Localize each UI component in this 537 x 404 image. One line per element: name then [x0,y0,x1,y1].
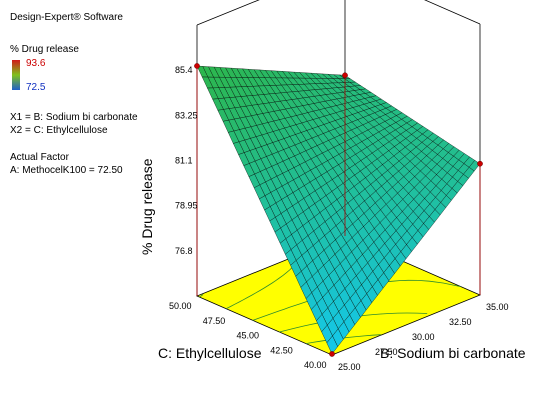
response-name: % Drug release [10,44,79,55]
design-point [342,72,348,79]
design-point [194,63,200,69]
x-axis-label: B: Sodium bi carbonate [380,345,526,361]
y-tick-label: 40.00 [304,360,327,370]
z-axis-label: % Drug release [139,158,155,255]
colorbar [12,60,20,90]
x-tick-label: 27.50 [375,347,398,357]
colorbar-min: 72.5 [26,82,46,93]
y-tick-label: 45.00 [237,331,260,341]
contour-line [199,294,204,298]
actual-factor-title: Actual Factor [10,152,69,163]
factor-def-x1: X1 = B: Sodium bi carbonate [10,112,138,123]
factor-def-x2: X2 = C: Ethylcellulose [10,125,108,136]
design-points [194,63,483,357]
colorbar-max: 93.6 [26,58,46,69]
x-tick-label: 35.00 [486,302,509,312]
frame-edge [196,0,260,26]
tick-labels: 25.00 27.50 30.00 32.50 35.00 40.00 42.50 45.00… [169,65,509,372]
response-surface [196,65,481,355]
y-tick-label: 42.50 [270,345,293,355]
legend-panel: Design-Expert® Software % Drug release 9… [10,0,190,270]
z-tick-label: 78.95 [175,201,198,211]
z-tick-label: 81.1 [175,156,193,166]
y-axis-label: C: Ethylcellulose [158,345,262,361]
design-point [477,160,483,167]
y-tick-label: 47.50 [203,316,226,326]
design-point [329,351,335,357]
surface-cell [326,335,338,355]
frame-edge [424,0,481,25]
x-tick-label: 32.50 [449,317,472,327]
software-title: Design-Expert® Software [10,12,123,23]
actual-factor-value: A: MethocelK100 = 72.50 [10,165,123,176]
x-tick-label: 30.00 [412,332,435,342]
z-tick-label: 83.25 [175,110,198,120]
z-tick-label: 76.8 [175,246,193,256]
z-tick-label: 85.4 [175,65,193,75]
y-tick-label: 50.00 [169,301,192,311]
x-tick-label: 25.00 [338,362,361,372]
